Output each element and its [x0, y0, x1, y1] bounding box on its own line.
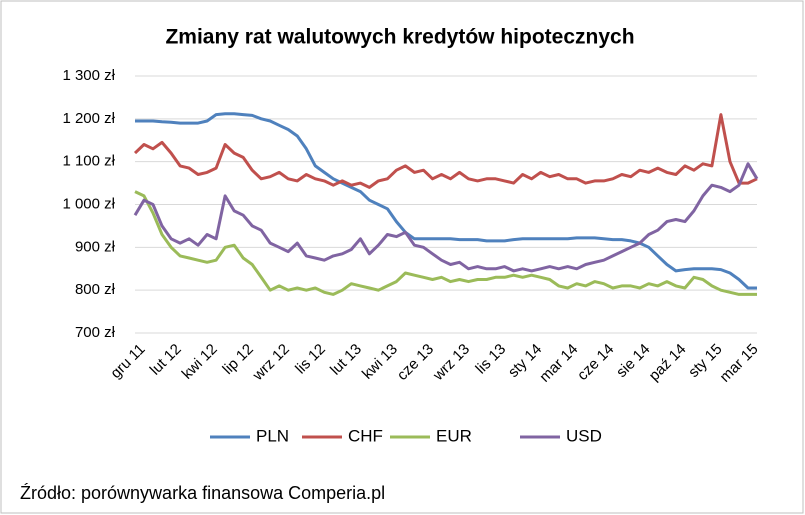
- y-tick-label: 1 300 zł: [62, 67, 115, 84]
- legend-label: CHF: [348, 426, 383, 445]
- series-line: [134, 190, 757, 296]
- legend-label: EUR: [436, 426, 472, 445]
- y-tick-label: 1 200 zł: [62, 110, 115, 127]
- legend-label: USD: [566, 426, 602, 445]
- series-line: [135, 112, 757, 290]
- y-tick-label: 700 zł: [75, 324, 116, 341]
- y-tick-label: 1 000 zł: [62, 195, 115, 212]
- y-tick-label: 800 zł: [75, 281, 116, 298]
- legend-label: PLN: [256, 426, 289, 445]
- y-tick-label: 900 zł: [75, 238, 116, 255]
- source-note: Źródło: porównywarka finansowa Comperia.…: [20, 483, 385, 503]
- series-line: [133, 162, 759, 273]
- y-tick-label: 1 100 zł: [62, 153, 115, 170]
- series-line: [133, 113, 758, 189]
- chart-title: Zmiany rat walutowych kredytów hipoteczn…: [165, 26, 634, 49]
